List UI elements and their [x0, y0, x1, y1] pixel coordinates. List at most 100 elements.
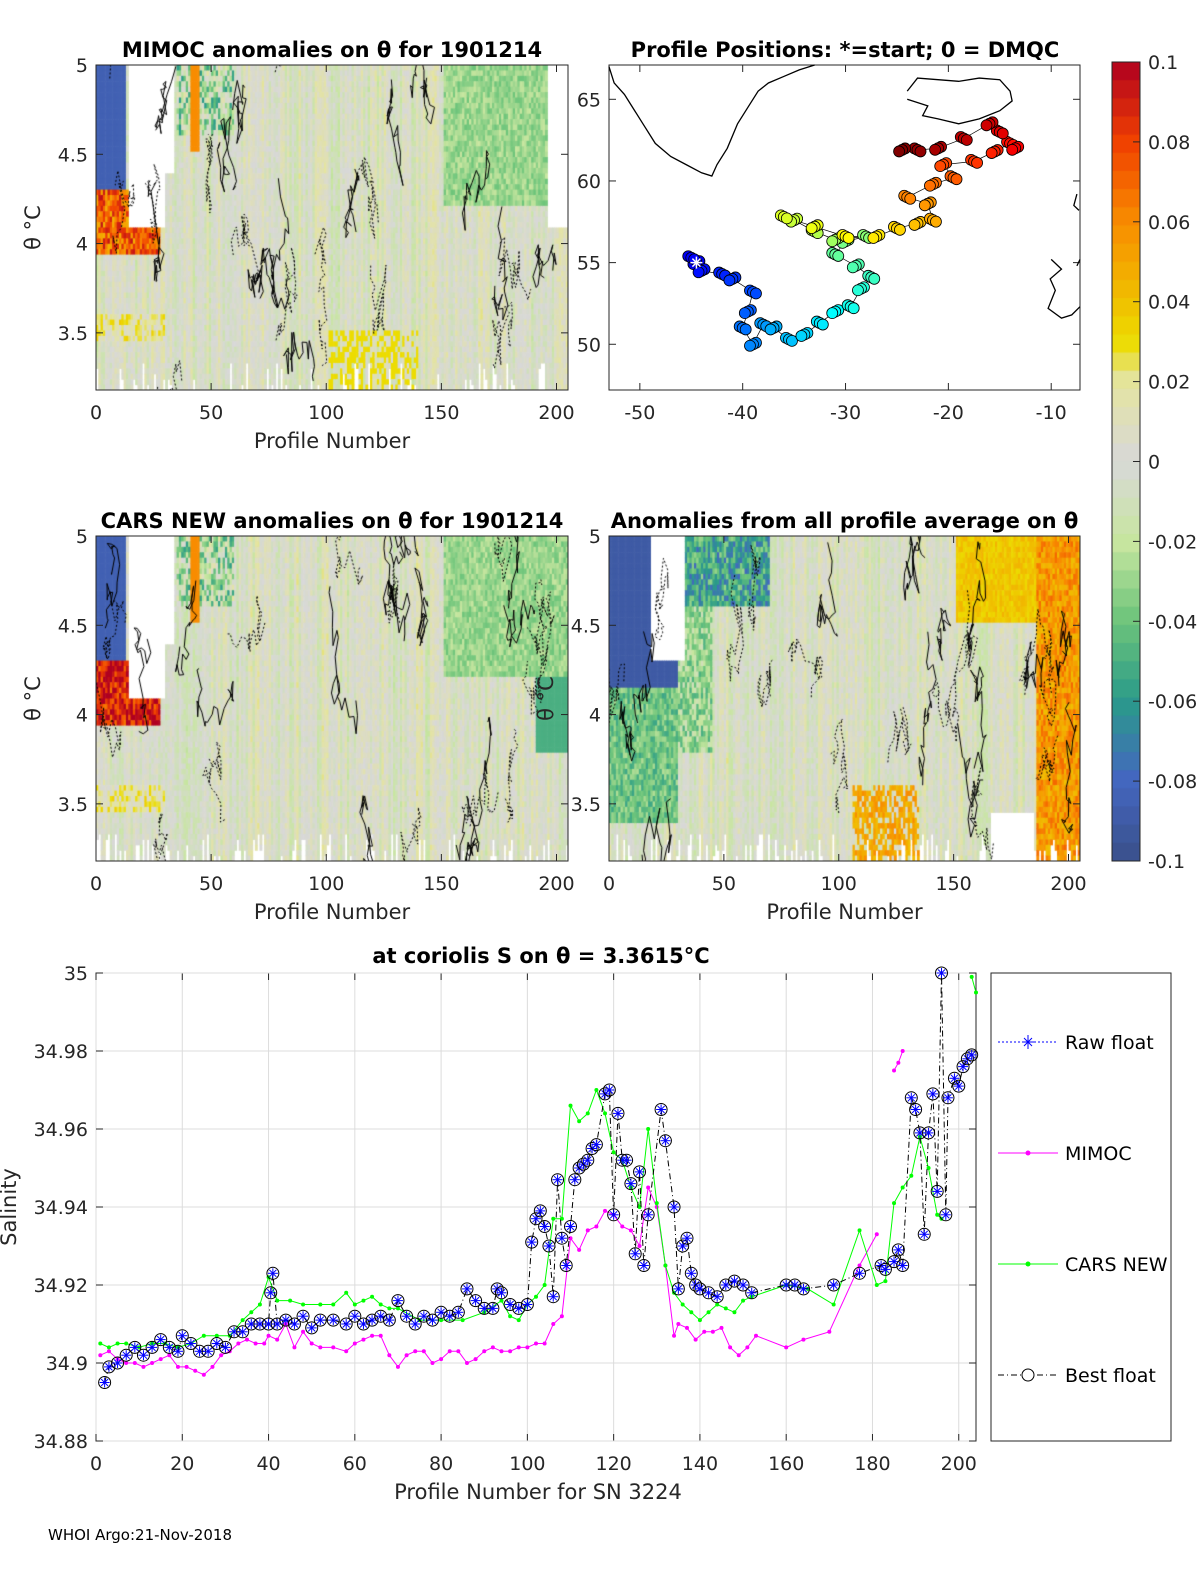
salinity-chart-ylabel: Salinity	[0, 1168, 21, 1246]
series-point	[672, 1333, 677, 1338]
profile-position-marker	[692, 266, 705, 279]
raw-float-point	[139, 1351, 148, 1360]
cars-title: CARS NEW anomalies on θ for 1901214	[101, 509, 564, 533]
best-float-point	[136, 1348, 150, 1362]
axes-frame	[95, 64, 569, 391]
raw-float-point	[174, 1347, 182, 1356]
series-point	[266, 1333, 271, 1338]
series-point	[551, 1216, 556, 1221]
series-point	[387, 1353, 392, 1358]
series-point	[318, 1345, 323, 1350]
best-float-point	[408, 1317, 422, 1331]
mimoc-anomaly-heatmap	[96, 65, 568, 390]
raw-float-point	[342, 1320, 351, 1328]
profile-position-marker	[894, 223, 906, 236]
x-tick-label: 0	[90, 1453, 102, 1475]
y-tick-label: 3.5	[58, 794, 88, 816]
profile-position-marker	[908, 219, 921, 231]
x-tick-label: 0	[90, 402, 102, 424]
series-point	[309, 1341, 314, 1346]
raw-float-point	[480, 1304, 489, 1313]
raw-float-point	[907, 1093, 916, 1102]
series-point	[253, 1341, 258, 1346]
series-point	[115, 1341, 120, 1346]
x-tick-label: 200	[941, 1453, 977, 1475]
best-float-point	[934, 966, 948, 980]
average-anomaly-heatmap	[609, 536, 1080, 861]
raw-float-point	[523, 1300, 532, 1309]
legend-entry-label: Best float	[1065, 1365, 1156, 1387]
best-float-point	[874, 1259, 888, 1272]
raw-float-point	[165, 1343, 174, 1352]
raw-float-point	[704, 1288, 713, 1297]
salinity-axes: 0 20 40 60 80 100 120 140 160 180 200 34.88 34.9 34.9…	[34, 963, 977, 1475]
profile-position-marker	[950, 173, 963, 186]
best-float-point	[628, 1247, 642, 1261]
raw-float-point	[540, 1222, 549, 1231]
series-point	[969, 974, 974, 979]
profile-position-marker	[985, 147, 998, 159]
profile-position-marker	[738, 307, 751, 320]
raw-float-point	[402, 1312, 411, 1321]
colorbar-tick-label: 0.06	[1148, 212, 1190, 234]
series-point	[378, 1333, 383, 1338]
series-point	[676, 1322, 681, 1326]
series-point	[784, 1345, 789, 1350]
series-point	[900, 1049, 905, 1053]
y-tick-label: 65	[577, 89, 601, 111]
series-point	[568, 1236, 573, 1241]
series-point	[257, 1302, 262, 1307]
series-point	[473, 1357, 478, 1362]
best-float-point	[339, 1317, 353, 1331]
series-point	[175, 1364, 180, 1369]
raw-float-point	[463, 1285, 471, 1293]
raw-float-point	[385, 1316, 394, 1324]
best-float-point	[162, 1340, 176, 1354]
series-point	[637, 1205, 642, 1209]
series-point	[214, 1333, 219, 1338]
axes-frame	[608, 535, 1081, 862]
series-point	[352, 1302, 357, 1307]
x-tick-label: 40	[256, 1453, 280, 1475]
series-point	[318, 1302, 323, 1307]
profile-position-marker	[996, 127, 1009, 140]
raw-float-point	[411, 1320, 420, 1328]
profile-position-marker	[852, 284, 864, 297]
raw-float-point	[911, 1105, 920, 1114]
series-point	[244, 1337, 249, 1342]
profile-position-marker	[868, 272, 881, 285]
profile-position-marker	[847, 302, 860, 315]
raw-float-point	[920, 1230, 929, 1239]
raw-float-point	[553, 1175, 562, 1184]
raw-float-point	[299, 1312, 307, 1321]
best-float-point	[710, 1290, 724, 1304]
best-float-point	[279, 1313, 293, 1327]
colorbar-tick-label: -0.04	[1148, 611, 1197, 633]
best-float-point	[210, 1337, 224, 1350]
x-tick-label: 150	[936, 873, 972, 895]
best-float-point	[512, 1301, 526, 1315]
raw-float-point	[329, 1316, 338, 1324]
best-float-point	[469, 1294, 483, 1308]
raw-float-point	[307, 1324, 316, 1332]
raw-float-point	[376, 1312, 385, 1321]
best-float-point	[546, 1290, 560, 1304]
series-point	[728, 1345, 733, 1350]
best-float-point	[917, 1227, 931, 1241]
best-float-point	[564, 1220, 578, 1233]
raw-float-point	[100, 1378, 109, 1387]
y-tick-label: 60	[577, 171, 601, 193]
series-point	[680, 1302, 685, 1307]
raw-float-point	[545, 1242, 553, 1250]
raw-float-point	[898, 1261, 907, 1270]
best-float-point	[555, 1231, 569, 1245]
best-float-point	[878, 1262, 892, 1276]
y-tick-label: 35	[64, 963, 88, 985]
series-point	[240, 1318, 245, 1323]
profile-position-marker	[918, 199, 931, 212]
best-float-point	[525, 1235, 539, 1249]
x-tick-label: 200	[538, 402, 574, 424]
profile-position-marker	[764, 323, 777, 336]
best-float-point	[922, 1126, 936, 1140]
